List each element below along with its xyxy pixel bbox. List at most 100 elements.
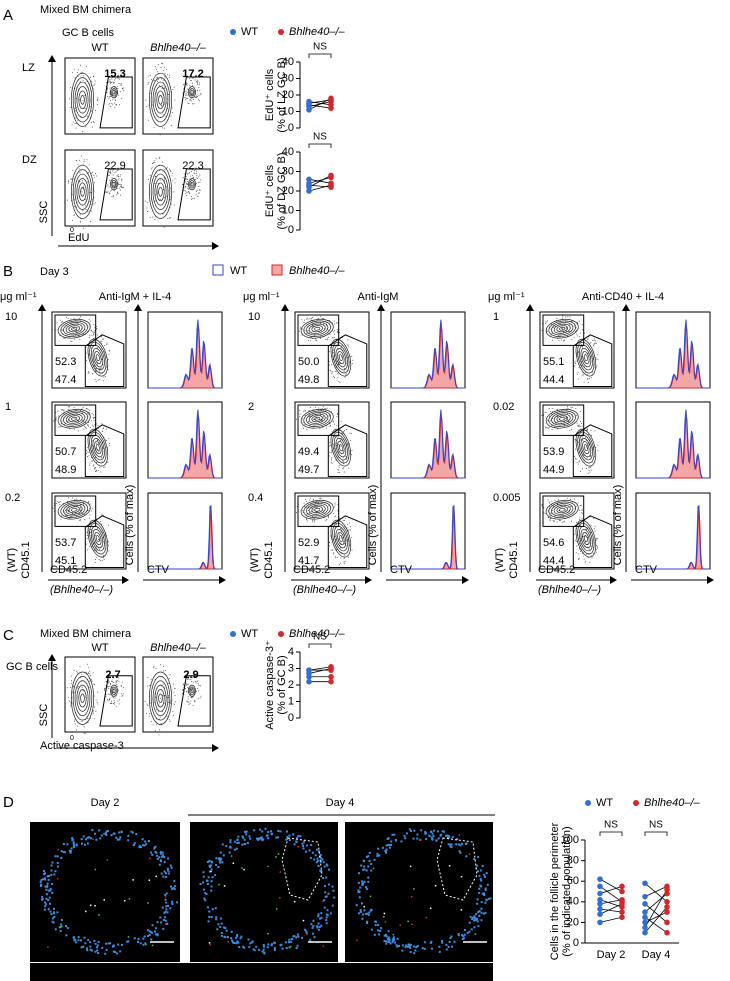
stain	[310, 844, 313, 847]
stain	[83, 843, 86, 846]
event	[73, 428, 75, 430]
event	[88, 451, 90, 453]
event	[107, 524, 109, 526]
event	[170, 702, 172, 704]
event	[91, 424, 93, 426]
event	[339, 533, 341, 535]
event	[312, 519, 314, 521]
event	[94, 695, 96, 697]
event	[567, 316, 569, 318]
gate	[542, 404, 585, 436]
stain	[325, 916, 328, 919]
event	[579, 410, 581, 412]
event	[331, 450, 333, 452]
stain	[483, 873, 486, 876]
stain	[387, 941, 390, 944]
event	[91, 436, 93, 438]
contour	[189, 180, 195, 189]
stain	[158, 863, 161, 866]
stain	[265, 834, 268, 837]
stain	[221, 934, 224, 937]
event	[118, 184, 120, 186]
event	[112, 170, 114, 172]
event	[85, 408, 87, 410]
event	[90, 529, 92, 531]
stain	[271, 943, 274, 946]
event	[327, 336, 329, 338]
stain	[451, 836, 454, 839]
dot	[619, 896, 625, 903]
stain	[302, 847, 305, 850]
stain	[473, 915, 476, 918]
event	[96, 175, 98, 177]
stain	[447, 836, 450, 839]
event	[559, 519, 561, 521]
event	[120, 184, 122, 186]
event	[187, 683, 189, 685]
event	[200, 179, 202, 181]
event	[594, 430, 596, 432]
contour	[333, 434, 348, 461]
contour	[94, 351, 102, 365]
event	[198, 192, 200, 194]
stain	[235, 936, 238, 939]
event	[338, 563, 340, 565]
event	[309, 499, 311, 501]
event	[61, 515, 63, 517]
event	[96, 701, 98, 703]
event	[556, 416, 558, 418]
event	[294, 509, 296, 511]
dot	[328, 95, 334, 102]
event	[199, 174, 201, 176]
event	[89, 670, 91, 672]
event	[578, 367, 580, 369]
event	[110, 82, 112, 84]
event	[577, 441, 579, 443]
event	[548, 519, 550, 521]
stain	[248, 835, 251, 838]
stain	[361, 917, 364, 920]
percentage: 2.7	[105, 669, 120, 681]
stain	[248, 946, 251, 949]
contour	[577, 341, 595, 374]
stain	[140, 846, 143, 849]
stain	[103, 899, 105, 901]
event	[102, 428, 104, 430]
x-axis-label: CTV	[635, 564, 658, 576]
stain	[69, 851, 72, 854]
percentage: 54.6	[543, 537, 564, 549]
event	[81, 180, 83, 182]
pair-link	[644, 916, 668, 934]
event	[188, 188, 190, 190]
stain	[164, 896, 167, 898]
event	[91, 460, 93, 462]
event	[115, 103, 117, 105]
event	[581, 512, 583, 514]
stain	[105, 833, 108, 836]
stain	[358, 890, 361, 893]
event	[68, 182, 70, 184]
event	[186, 195, 188, 197]
row-label: LZ	[22, 62, 35, 74]
event	[172, 180, 174, 182]
contour	[551, 503, 574, 517]
stain	[409, 943, 412, 946]
event	[173, 86, 175, 88]
event	[189, 702, 191, 704]
stain	[267, 943, 270, 946]
event	[331, 364, 333, 366]
event	[197, 79, 199, 81]
event	[552, 418, 554, 420]
event	[94, 378, 96, 380]
event	[587, 338, 589, 340]
contour	[556, 325, 568, 333]
stain	[267, 865, 269, 868]
event	[573, 336, 575, 338]
event	[75, 127, 77, 129]
event	[337, 469, 339, 471]
stain	[44, 878, 47, 881]
event	[111, 696, 113, 698]
stain	[273, 949, 276, 952]
stain	[400, 840, 403, 843]
stain	[210, 889, 213, 892]
